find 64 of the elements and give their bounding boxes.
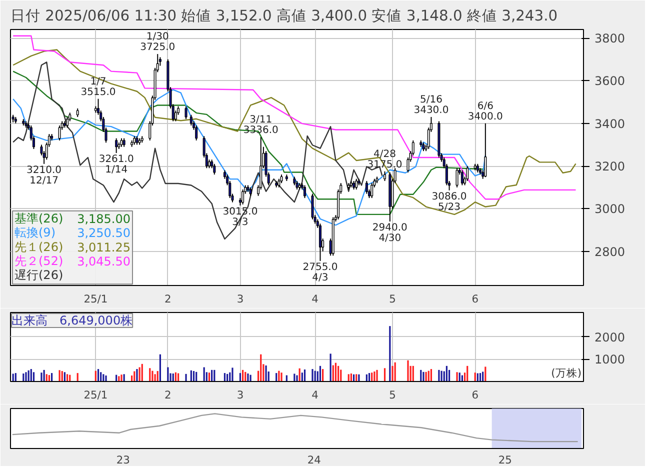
annotation: 3,185.00	[77, 212, 130, 226]
x-tick-label: 25	[498, 454, 512, 466]
annotation: 3/11 3336.0	[243, 114, 278, 136]
y-tick-label: 1000	[594, 352, 626, 367]
y-tick-label: 2800	[594, 244, 626, 259]
y-tick-label: 3200	[594, 160, 626, 174]
x-tick-label: 25/1	[84, 292, 108, 306]
x-tick-label: 2	[164, 388, 172, 402]
annotation: 5/16 3430.0	[414, 94, 449, 116]
annotation: 1/30 3725.0	[140, 32, 176, 54]
candlestick	[355, 178, 358, 190]
candlestick	[66, 116, 69, 128]
annotation: 3261.0 1/14	[98, 154, 134, 176]
candlestick	[303, 184, 306, 199]
candlestick	[311, 193, 314, 220]
text: 転換(9)	[14, 226, 56, 240]
x-tick-label: 24	[307, 454, 322, 466]
candlestick	[190, 114, 192, 126]
text: 遅行(26)	[14, 268, 64, 282]
x-tick-label: 3	[236, 292, 244, 306]
x-tick-label: 6	[472, 388, 479, 402]
x-tick-label: 2	[164, 292, 172, 306]
y-tick-label: 3000	[594, 202, 626, 216]
x-tick-label: 3	[236, 388, 244, 402]
candlestick	[466, 166, 469, 182]
x-tick-label: 5	[389, 388, 396, 402]
candlestick	[456, 168, 458, 188]
text: 先２(52)	[14, 254, 64, 268]
annotation: 3,045.50	[77, 254, 130, 268]
x-tick-label: 6	[472, 292, 479, 306]
x-tick-label: 23	[116, 454, 130, 466]
x-tick-label: 4	[312, 292, 319, 306]
candlestick	[184, 106, 188, 120]
x-tick-label: 5	[389, 292, 396, 306]
y-axis-title: (万株)	[551, 366, 582, 380]
chart-title: 出来高 6,649,000株	[12, 314, 133, 328]
x-tick-label: 4	[312, 388, 319, 402]
text: 先１(26)	[14, 240, 64, 254]
candlestick	[384, 170, 386, 182]
candlestick	[58, 125, 61, 141]
annotation: 3086.0 5/23	[432, 191, 467, 213]
candlestick	[242, 189, 244, 205]
text: 基準(26)	[14, 212, 64, 226]
candlestick	[365, 180, 368, 194]
y-tick-label: 3600	[594, 74, 626, 88]
candlestick	[213, 163, 216, 176]
annotation: 2940.0 4/30	[372, 222, 408, 244]
chart-title: 日付 2025/06/06 11:30 始値 3,152.0 高値 3,400.0 安値 3,148.0 終値 3,243.0	[10, 8, 558, 24]
y-tick-label: 2000	[594, 330, 626, 344]
annotation: 3,250.50	[77, 226, 130, 240]
x-tick-label: 25/1	[84, 388, 108, 402]
annotation: 2755.0 4/3	[302, 262, 338, 284]
annotation: 3,011.25	[77, 240, 130, 254]
candlestick	[318, 223, 322, 262]
candlestick	[195, 125, 198, 141]
candlestick	[460, 170, 464, 186]
annotation: 3210.0 12/17	[26, 164, 62, 186]
annotation: 6/6 3400.0	[468, 100, 503, 122]
candlestick	[115, 138, 118, 154]
candlestick	[484, 122, 487, 178]
annotation: 1/7 3515.0	[80, 76, 116, 98]
y-tick-label: 3800	[594, 32, 626, 46]
y-tick-label: 3400	[594, 116, 626, 131]
candlestick	[370, 182, 374, 199]
